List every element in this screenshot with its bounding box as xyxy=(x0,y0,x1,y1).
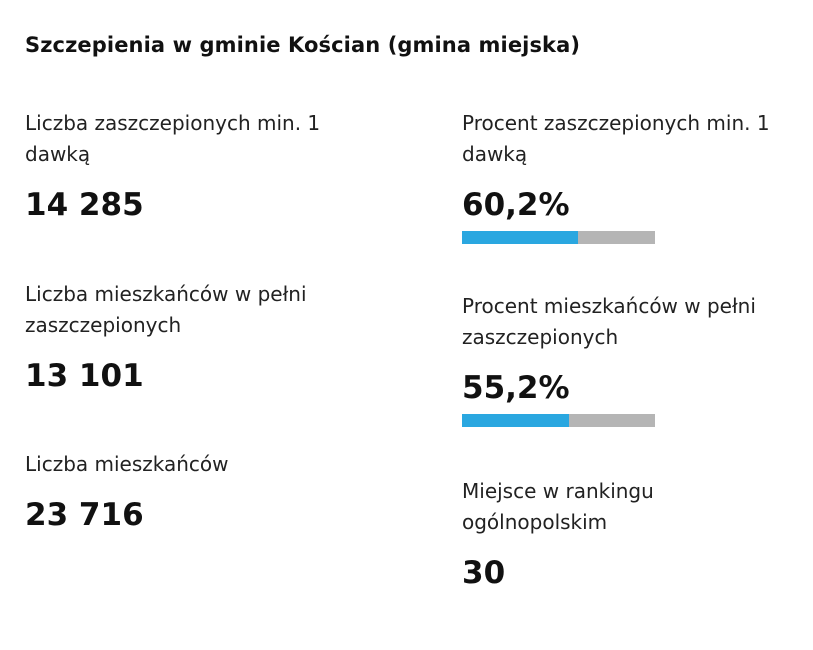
stat-value: 30 xyxy=(462,555,506,591)
stat-label: Procent mieszkańców w pełni zaszczepiony… xyxy=(462,294,756,349)
stat-value: 14 285 xyxy=(25,187,144,223)
stat-label: Liczba zaszczepionych min. 1 dawką xyxy=(25,111,321,166)
stat-vaccinated-one-dose: Liczba zaszczepionych min. 1 dawką 14 28… xyxy=(25,108,345,224)
stat-label: Liczba mieszkańców xyxy=(25,452,229,476)
stat-label: Liczba mieszkańców w pełni zaszczepionyc… xyxy=(25,282,307,337)
stat-value: 60,2% xyxy=(462,187,570,223)
progress-bar xyxy=(462,414,655,427)
stat-percent-fully: Procent mieszkańców w pełni zaszczepiony… xyxy=(462,291,792,427)
stat-ranking: Miejsce w rankingu ogólnopolskim 30 xyxy=(462,476,712,592)
stat-label: Procent zaszczepionych min. 1 dawką xyxy=(462,111,770,166)
progress-bar-fill xyxy=(462,231,579,244)
stat-fully-vaccinated: Liczba mieszkańców w pełni zaszczepionyc… xyxy=(25,279,345,395)
stat-value: 23 716 xyxy=(25,497,144,533)
progress-bar-fill xyxy=(462,414,569,427)
stat-label: Miejsce w rankingu ogólnopolskim xyxy=(462,479,654,534)
stat-percent-one-dose: Procent zaszczepionych min. 1 dawką 60,2… xyxy=(462,108,792,244)
stat-value: 13 101 xyxy=(25,358,144,394)
progress-bar xyxy=(462,231,655,244)
stat-residents: Liczba mieszkańców 23 716 xyxy=(25,449,355,534)
page-title: Szczepienia w gminie Kościan (gmina miej… xyxy=(25,33,581,57)
stat-value: 55,2% xyxy=(462,370,570,406)
